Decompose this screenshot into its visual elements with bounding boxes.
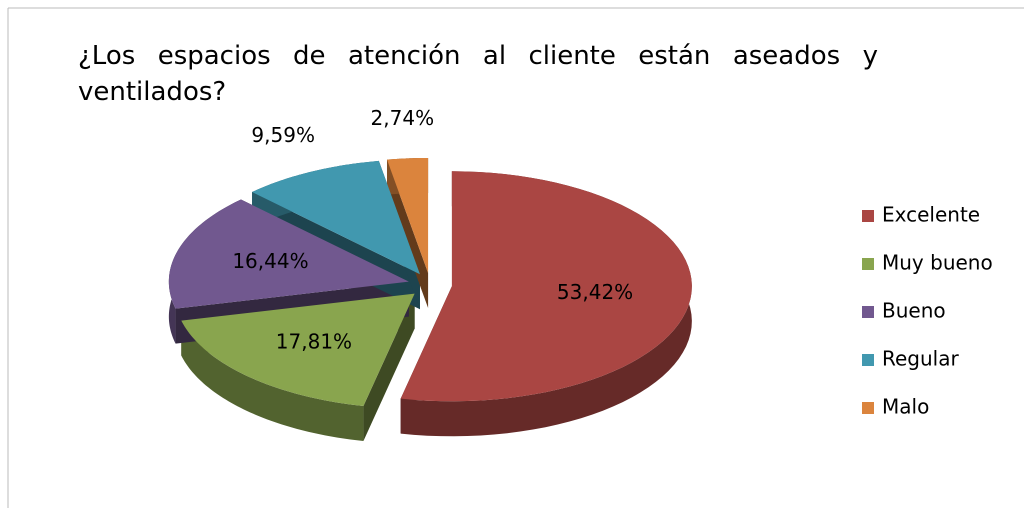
slice-side bbox=[181, 320, 364, 442]
legend-swatch bbox=[862, 258, 874, 270]
slice bbox=[181, 293, 415, 407]
legend-swatch bbox=[862, 210, 874, 222]
legend-swatch bbox=[862, 354, 874, 366]
chart-title: ¿Los espacios de atención al cliente est… bbox=[78, 41, 878, 107]
legend-label: Muy bueno bbox=[882, 251, 993, 275]
slice-wall bbox=[363, 293, 415, 442]
legend-swatch bbox=[862, 306, 874, 318]
slice bbox=[386, 157, 429, 273]
data-label: 17,81% bbox=[276, 329, 352, 353]
slice bbox=[252, 160, 420, 275]
legend-label: Bueno bbox=[882, 299, 946, 323]
slice-tops: 53,42% 17,81% 16,44% 9,59% 2,74% bbox=[168, 106, 692, 407]
legend-label: Regular bbox=[882, 347, 959, 371]
legend-label: Excelente bbox=[882, 203, 980, 227]
slice bbox=[400, 171, 692, 402]
slice bbox=[168, 199, 409, 309]
data-label: 16,44% bbox=[232, 249, 308, 273]
data-label: 53,42% bbox=[557, 280, 633, 304]
legend-swatch bbox=[862, 402, 874, 414]
legend-label: Malo bbox=[882, 395, 929, 419]
data-label: 9,59% bbox=[251, 123, 315, 147]
data-label: 2,74% bbox=[371, 106, 435, 130]
